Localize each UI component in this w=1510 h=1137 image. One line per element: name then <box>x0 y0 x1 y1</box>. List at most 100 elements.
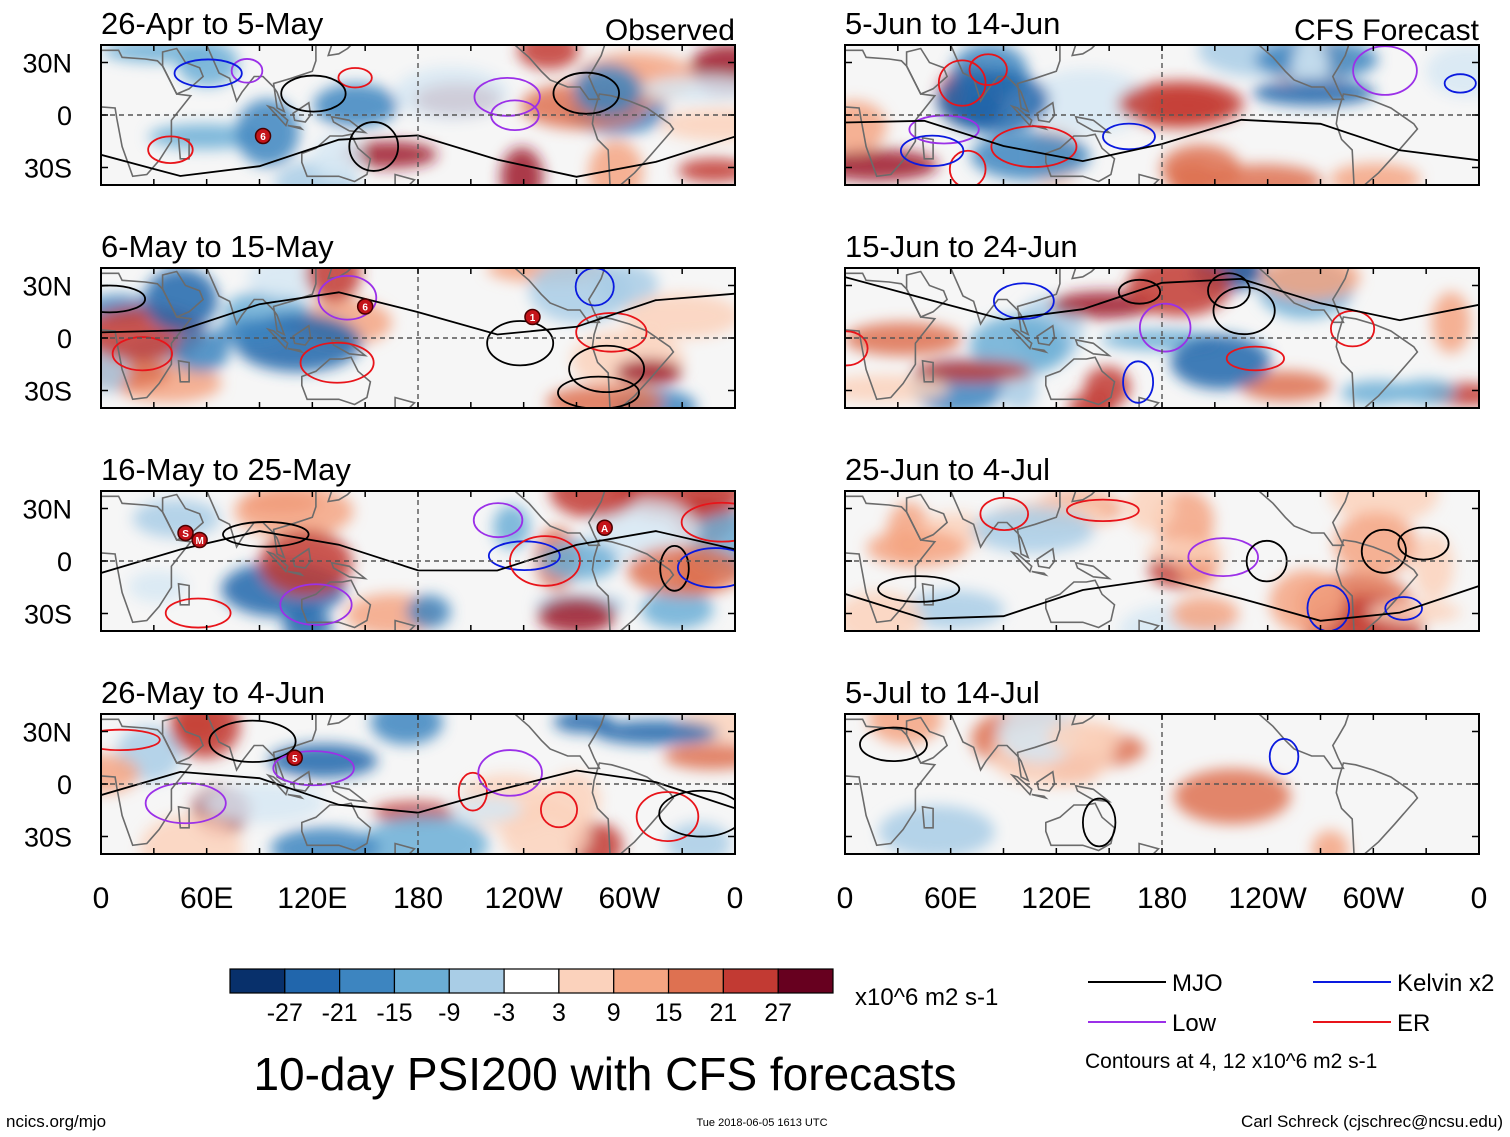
coastlines <box>845 268 1419 408</box>
map-panel: 5-Jun to 14-Jun CFS Forecast <box>844 6 1480 186</box>
map-panel: 26-May to 4-Jun 30N 0 30S <box>22 675 736 855</box>
map-panel: 6-May to 15-May 30N 0 30S <box>22 229 736 409</box>
legend-label: MJO <box>1172 970 1223 997</box>
storm-marker-label: M <box>195 536 203 547</box>
wave-contours <box>845 272 1479 404</box>
colorbar-label: 9 <box>607 999 621 1027</box>
x-tick-label: 180 <box>1137 882 1187 915</box>
y-tick-label: 30N <box>22 495 72 525</box>
storm-marker-label: S <box>182 529 189 540</box>
wave-contours <box>859 726 1300 848</box>
colorbar-swatch <box>558 968 615 994</box>
anomaly-shading <box>101 714 735 854</box>
colorbar-units: x10^6 m2 s-1 <box>855 984 998 1011</box>
storm-marker-label: 6 <box>260 132 266 143</box>
map-panel: 25-Jun to 4-Jul <box>844 452 1480 632</box>
colorbar-swatch <box>613 968 670 994</box>
coastlines <box>101 491 675 631</box>
y-tick-label: 30S <box>24 600 72 630</box>
colorbar-swatch <box>393 968 450 994</box>
x-tick-label: 120W <box>484 882 563 915</box>
y-tick-label: 30N <box>22 272 72 302</box>
map-panel: 16-May to 25-May 30N 0 30S <box>22 452 736 632</box>
storm-marker-label: A <box>601 524 608 535</box>
panel-title: 6-May to 15-May <box>101 229 334 264</box>
panel-title: 15-Jun to 24-Jun <box>845 229 1078 264</box>
colorbar-label: 3 <box>552 999 566 1027</box>
footer-timestamp: Tue 2018-06-05 1613 UTC <box>696 1117 827 1129</box>
wave-contours <box>101 719 735 843</box>
colorbar-swatch <box>503 968 560 994</box>
y-tick-label: 30N <box>22 718 72 748</box>
x-tick-label: 60W <box>598 882 660 915</box>
storm-marker: 6 <box>356 298 374 315</box>
x-tick-label: 120W <box>1228 882 1307 915</box>
colorbar-label: -27 <box>267 999 303 1027</box>
panel-title: 5-Jun to 14-Jun <box>845 6 1060 41</box>
y-tick-label: 0 <box>57 770 72 800</box>
anomaly-shading <box>845 45 1479 185</box>
footer-source: ncics.org/mjo <box>6 1112 106 1131</box>
x-tick-label: 0 <box>1471 882 1488 915</box>
panel-title: 25-Jun to 4-Jul <box>845 452 1050 487</box>
legend-item: ER <box>1313 1010 1430 1037</box>
map-panel: 26-Apr to 5-May Observed 30N 0 30S <box>22 6 736 186</box>
x-tick-label: 120E <box>1021 882 1091 915</box>
x-tick-label: 0 <box>837 882 854 915</box>
legend-item: Low <box>1088 1010 1217 1037</box>
panel-title: 26-May to 4-Jun <box>101 675 325 710</box>
legend-item: MJO <box>1088 970 1223 997</box>
panel-title: 16-May to 25-May <box>101 452 351 487</box>
x-tick-label: 60W <box>1342 882 1404 915</box>
y-tick-label: 0 <box>57 547 72 577</box>
colorbar-label: 15 <box>655 999 683 1027</box>
x-tick-label: 60E <box>924 882 977 915</box>
storm-marker: S <box>177 524 194 542</box>
legend-label: ER <box>1397 1010 1430 1037</box>
column-label: CFS Forecast <box>1294 14 1480 47</box>
main-title: 10-day PSI200 with CFS forecasts <box>253 1048 956 1100</box>
storm-marker-label: 6 <box>362 303 368 314</box>
colorbar-label: -9 <box>438 999 460 1027</box>
legend-label: Kelvin x2 <box>1397 970 1494 997</box>
wave-contours <box>101 268 735 408</box>
x-tick-label: 120E <box>277 882 347 915</box>
storm-marker-label: 1 <box>530 313 536 324</box>
map-panel: 15-Jun to 24-Jun <box>844 229 1480 409</box>
storm-marker: A <box>596 519 613 536</box>
colorbar-label: 27 <box>764 999 792 1027</box>
colorbar-swatch <box>667 968 724 994</box>
panel-title: 26-Apr to 5-May <box>101 6 324 41</box>
colorbar-swatch <box>339 968 396 994</box>
storm-marker-label: 5 <box>292 754 298 765</box>
panel-title: 5-Jul to 14-Jul <box>845 675 1040 710</box>
wave-contours <box>845 496 1479 631</box>
colorbar-swatch <box>722 968 779 994</box>
map-panel: 5-Jul to 14-Jul <box>844 675 1480 855</box>
y-tick-label: 30S <box>24 823 72 853</box>
colorbar-label: -15 <box>376 999 412 1027</box>
coastlines <box>845 45 1419 185</box>
x-tick-label: 0 <box>93 882 110 915</box>
column-label: Observed <box>605 14 735 47</box>
x-tick-label: 0 <box>727 882 744 915</box>
coastlines <box>845 491 1419 631</box>
legend-item: Kelvin x2 <box>1313 970 1494 997</box>
footer-author: Carl Schreck (cjschrec@ncsu.edu) <box>1241 1112 1503 1131</box>
colorbar-swatch <box>229 968 286 994</box>
storm-marker: 5 <box>286 749 303 766</box>
colorbar-swatch <box>284 968 341 994</box>
y-tick-label: 30S <box>24 377 72 407</box>
coastlines <box>845 714 1419 854</box>
y-tick-label: 30N <box>22 49 72 79</box>
y-tick-label: 30S <box>24 154 72 184</box>
colorbar-label: -21 <box>322 999 358 1027</box>
y-tick-label: 0 <box>57 324 72 354</box>
anomaly-shading <box>845 491 1462 631</box>
storm-marker: 1 <box>524 308 541 326</box>
colorbar-swatch <box>777 968 834 994</box>
storm-marker: 6 <box>254 127 272 145</box>
storm-marker: M <box>191 531 208 549</box>
colorbar-label: -3 <box>493 999 515 1027</box>
